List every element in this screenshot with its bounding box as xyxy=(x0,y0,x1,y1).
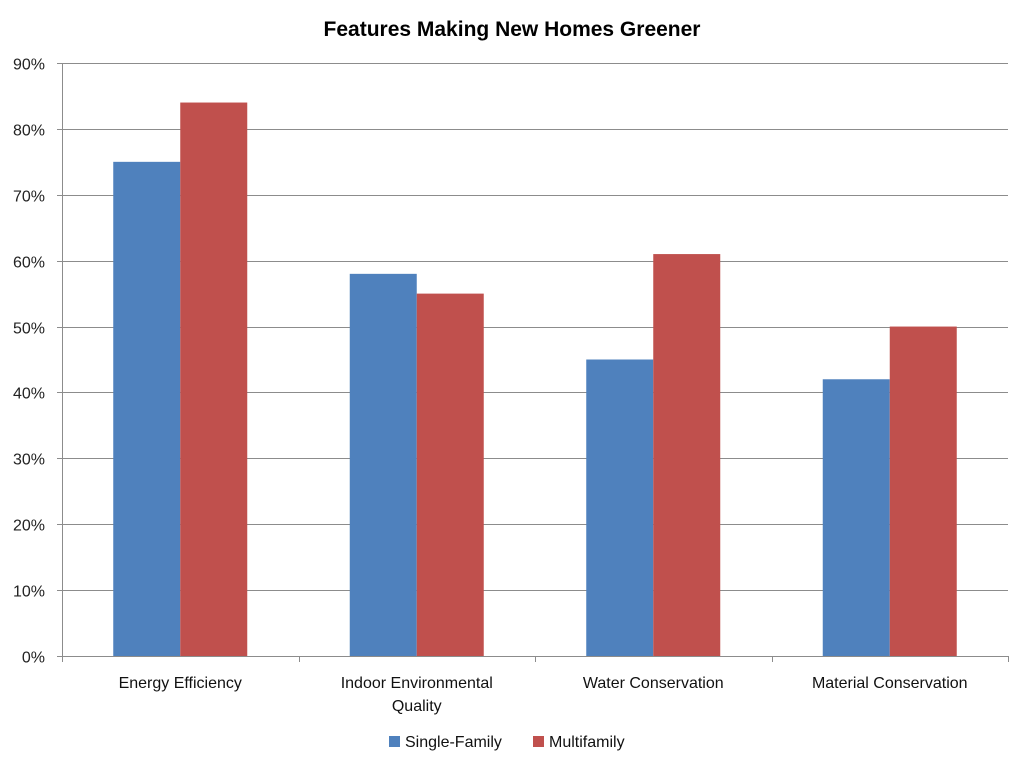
y-tick-label: 20% xyxy=(13,518,45,535)
y-tick-label: 30% xyxy=(13,452,45,469)
bar-single-family xyxy=(349,273,417,656)
bar-multifamily xyxy=(180,102,248,657)
x-category-label: Quality xyxy=(392,698,442,715)
axes xyxy=(57,63,1009,662)
legend: Single-Family Multifamily xyxy=(389,734,625,751)
legend-swatch xyxy=(533,736,544,747)
x-axis-labels: Energy Efficiency Indoor Environmental Qua… xyxy=(119,675,968,715)
y-tick-label: 0% xyxy=(22,650,45,667)
bar-multifamily xyxy=(653,254,721,657)
bars xyxy=(113,102,957,657)
y-tick-label: 50% xyxy=(13,321,45,338)
chart-title: Features Making New Homes Greener xyxy=(324,18,701,41)
y-tick-label: 70% xyxy=(13,189,45,206)
x-category-label: Indoor Environmental xyxy=(341,675,493,692)
y-tick-label: 10% xyxy=(13,584,45,601)
legend-label: Multifamily xyxy=(549,734,625,751)
x-category-label: Material Conservation xyxy=(812,675,968,692)
x-category-label: Water Conservation xyxy=(583,675,724,692)
legend-label: Single-Family xyxy=(405,734,502,751)
bar-multifamily xyxy=(416,293,484,656)
x-category-label: Energy Efficiency xyxy=(119,675,242,692)
y-tick-label: 90% xyxy=(13,57,45,74)
y-tick-label: 60% xyxy=(13,255,45,272)
y-tick-label: 40% xyxy=(13,386,45,403)
legend-swatch xyxy=(389,736,400,747)
bar-multifamily xyxy=(889,326,957,656)
y-tick-label: 80% xyxy=(13,123,45,140)
bar-single-family xyxy=(113,161,181,657)
bar-single-family xyxy=(822,379,890,656)
bar-single-family xyxy=(586,359,654,656)
y-axis-ticks: 0% 10% 20% 30% 40% 50% 60% 70% 80% 90% xyxy=(13,57,45,667)
